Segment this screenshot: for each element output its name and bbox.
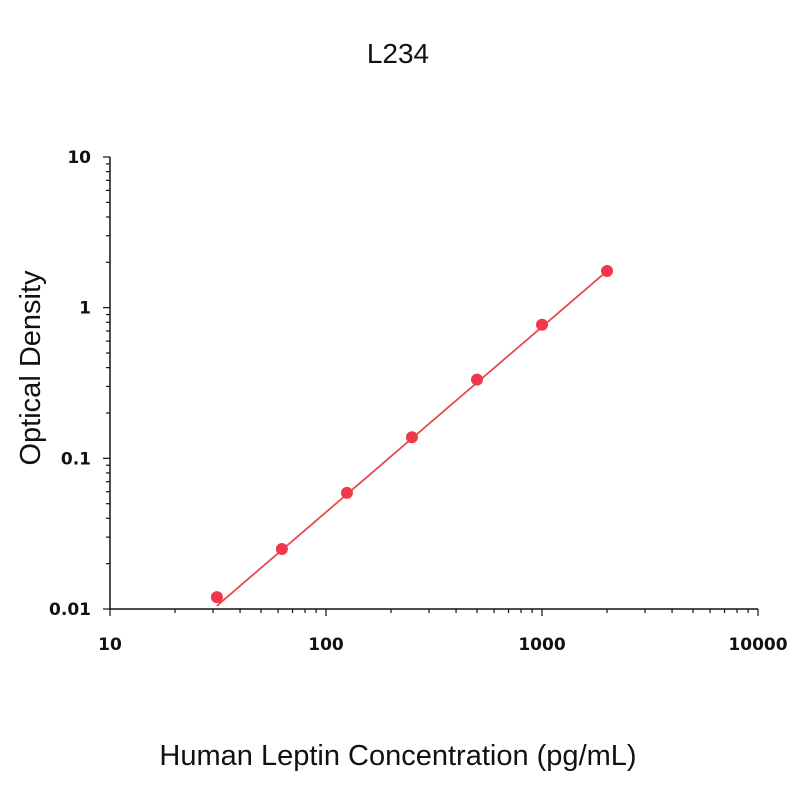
y-tick-label: 0.01	[49, 600, 91, 620]
data-point	[470, 373, 483, 386]
x-tick-labels: 10 100 1000 10000	[98, 635, 788, 655]
data-point	[210, 591, 223, 604]
x-ticks	[109, 609, 759, 616]
data-point	[536, 318, 548, 331]
data-points	[210, 265, 614, 604]
data-point	[601, 265, 614, 278]
y-tick-label: 0.1	[61, 449, 91, 469]
y-tick-label: 10	[67, 148, 91, 168]
data-point	[275, 543, 288, 556]
x-tick-label: 1000	[518, 635, 565, 655]
chart-title: L234	[367, 38, 429, 69]
y-ticks	[103, 156, 110, 610]
data-point	[340, 486, 353, 499]
x-tick-label: 100	[308, 635, 344, 655]
y-tick-labels: 0.01 0.1 1 10	[49, 148, 91, 620]
x-tick-label: 10	[98, 635, 122, 655]
data-point	[405, 431, 418, 444]
axes	[109, 157, 758, 610]
y-tick-label: 1	[79, 299, 91, 319]
y-axis-label: Optical Density	[15, 270, 47, 466]
x-axis-label: Human Leptin Concentration (pg/mL)	[159, 740, 636, 772]
x-tick-label: 10000	[728, 635, 787, 655]
